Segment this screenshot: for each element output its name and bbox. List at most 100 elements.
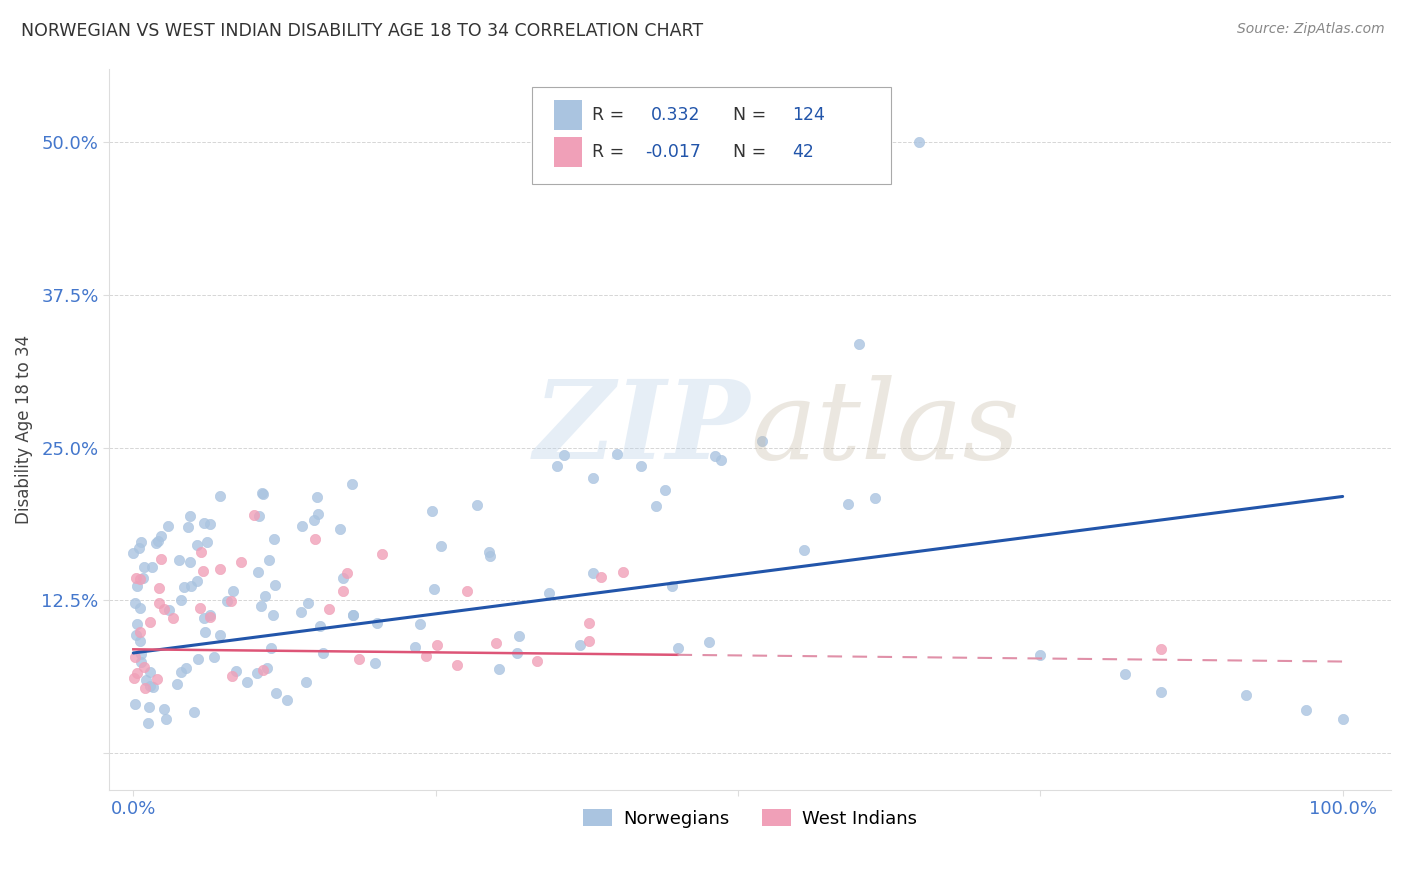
Point bbox=[247, 508, 270, 523]
Text: N =: N = bbox=[734, 144, 766, 161]
Point bbox=[250, 485, 273, 500]
Point bbox=[170, 592, 193, 607]
Point bbox=[138, 715, 160, 730]
Point bbox=[254, 589, 277, 603]
Point bbox=[127, 666, 149, 681]
Text: Source: ZipAtlas.com: Source: ZipAtlas.com bbox=[1237, 22, 1385, 37]
FancyBboxPatch shape bbox=[531, 87, 891, 184]
Point bbox=[612, 565, 634, 579]
Point bbox=[309, 619, 332, 633]
Point bbox=[153, 702, 176, 716]
Point bbox=[195, 535, 218, 549]
Point bbox=[302, 513, 325, 527]
Point bbox=[129, 572, 152, 586]
Point bbox=[366, 615, 388, 630]
Point bbox=[582, 471, 605, 485]
Point bbox=[138, 665, 160, 679]
Point bbox=[307, 507, 329, 521]
Point bbox=[177, 520, 200, 534]
Point bbox=[246, 666, 269, 681]
Point bbox=[415, 649, 437, 664]
Text: R =: R = bbox=[592, 105, 624, 124]
Text: -0.017: -0.017 bbox=[645, 144, 700, 161]
Point bbox=[420, 504, 443, 518]
Point bbox=[132, 660, 155, 674]
Point bbox=[128, 634, 150, 648]
Point bbox=[187, 651, 209, 665]
Point bbox=[215, 594, 238, 608]
Point bbox=[446, 658, 468, 673]
Point bbox=[134, 560, 156, 574]
Point bbox=[1029, 648, 1052, 663]
Point bbox=[166, 677, 188, 691]
Point bbox=[295, 675, 318, 690]
Point bbox=[363, 656, 385, 670]
Point bbox=[908, 135, 931, 149]
Point bbox=[430, 539, 453, 553]
Point bbox=[661, 579, 683, 593]
Point bbox=[141, 681, 163, 695]
Point bbox=[257, 553, 280, 567]
Point bbox=[128, 541, 150, 556]
Point bbox=[153, 601, 176, 615]
Point bbox=[342, 608, 364, 623]
Point bbox=[456, 584, 478, 599]
Point bbox=[243, 508, 266, 522]
Point bbox=[837, 497, 859, 511]
Point bbox=[751, 434, 773, 449]
Point bbox=[256, 661, 278, 675]
Point bbox=[478, 549, 501, 563]
Point bbox=[129, 647, 152, 661]
Point bbox=[149, 529, 172, 543]
Point bbox=[209, 562, 232, 576]
Point bbox=[409, 616, 432, 631]
Point bbox=[167, 553, 190, 567]
Point bbox=[229, 555, 252, 569]
Point bbox=[129, 534, 152, 549]
Point bbox=[654, 483, 676, 498]
Point bbox=[209, 489, 232, 503]
Point bbox=[582, 566, 605, 580]
Point bbox=[347, 652, 370, 666]
Point bbox=[190, 545, 212, 559]
Point bbox=[200, 610, 222, 624]
Point bbox=[342, 607, 364, 622]
Point bbox=[179, 508, 201, 523]
Point bbox=[180, 578, 202, 592]
Point bbox=[124, 697, 146, 711]
Point bbox=[290, 605, 312, 619]
Point bbox=[569, 638, 592, 652]
Point bbox=[264, 686, 287, 700]
Point bbox=[186, 538, 208, 552]
Point bbox=[422, 582, 444, 596]
Point bbox=[332, 571, 354, 585]
Point bbox=[645, 499, 668, 513]
Text: ZIP: ZIP bbox=[533, 376, 749, 483]
Point bbox=[186, 574, 208, 588]
Point bbox=[1114, 666, 1136, 681]
Point bbox=[124, 596, 146, 610]
Point bbox=[148, 582, 170, 596]
Point bbox=[124, 649, 146, 664]
Point bbox=[526, 654, 548, 668]
Point bbox=[340, 476, 363, 491]
Point bbox=[311, 646, 333, 660]
Point bbox=[304, 533, 326, 547]
Point bbox=[190, 601, 212, 615]
Point bbox=[465, 499, 488, 513]
Point bbox=[225, 664, 247, 678]
Point bbox=[146, 533, 169, 548]
Point bbox=[1150, 685, 1173, 699]
Point bbox=[155, 712, 177, 726]
Point bbox=[221, 669, 243, 683]
Point bbox=[125, 628, 148, 642]
Point bbox=[553, 448, 575, 462]
Text: 124: 124 bbox=[793, 105, 825, 124]
Point bbox=[252, 487, 274, 501]
Point bbox=[247, 565, 270, 579]
Point bbox=[193, 611, 215, 625]
Point bbox=[129, 600, 152, 615]
Point bbox=[145, 535, 167, 549]
Point bbox=[404, 640, 426, 654]
Bar bbox=[554, 137, 582, 168]
